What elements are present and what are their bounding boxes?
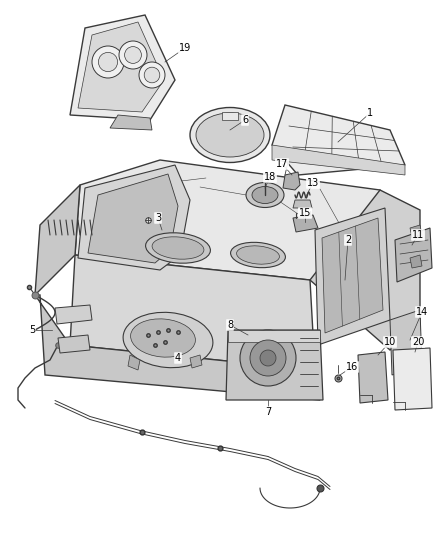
Text: 5: 5 <box>29 325 35 335</box>
Text: 13: 13 <box>307 178 319 188</box>
Polygon shape <box>315 208 390 345</box>
Ellipse shape <box>230 243 286 268</box>
Ellipse shape <box>252 187 278 204</box>
Ellipse shape <box>145 233 210 263</box>
Circle shape <box>92 46 124 78</box>
Text: 8: 8 <box>227 320 233 330</box>
Text: 15: 15 <box>299 208 311 218</box>
Polygon shape <box>272 105 405 175</box>
Circle shape <box>139 62 165 88</box>
Polygon shape <box>190 355 202 368</box>
Circle shape <box>240 330 296 386</box>
Text: 19: 19 <box>179 43 191 53</box>
Text: 7: 7 <box>265 407 271 417</box>
Text: 2: 2 <box>345 235 351 245</box>
Polygon shape <box>75 160 390 280</box>
Ellipse shape <box>196 113 264 157</box>
Polygon shape <box>78 22 164 112</box>
Polygon shape <box>310 190 420 350</box>
Polygon shape <box>395 228 432 282</box>
Polygon shape <box>35 295 320 400</box>
Circle shape <box>99 52 117 71</box>
Polygon shape <box>70 15 175 120</box>
Text: 6: 6 <box>242 115 248 125</box>
Text: 20: 20 <box>412 337 424 347</box>
Text: 11: 11 <box>412 230 424 240</box>
Circle shape <box>144 67 160 83</box>
Ellipse shape <box>237 246 279 264</box>
Polygon shape <box>226 330 323 400</box>
Polygon shape <box>128 355 140 370</box>
Polygon shape <box>222 112 238 120</box>
Text: 3: 3 <box>155 213 161 223</box>
Circle shape <box>119 41 147 69</box>
Polygon shape <box>228 330 320 342</box>
Ellipse shape <box>123 312 213 368</box>
Polygon shape <box>322 218 383 333</box>
Ellipse shape <box>131 319 195 357</box>
Ellipse shape <box>190 108 270 163</box>
Text: 18: 18 <box>264 172 276 182</box>
Circle shape <box>260 350 276 366</box>
Polygon shape <box>272 145 405 175</box>
Polygon shape <box>78 165 190 270</box>
Text: 17: 17 <box>276 159 288 169</box>
Ellipse shape <box>246 182 284 207</box>
Polygon shape <box>58 335 90 353</box>
Polygon shape <box>393 348 432 410</box>
Polygon shape <box>410 255 422 268</box>
Text: 16: 16 <box>346 362 358 372</box>
Polygon shape <box>283 172 300 190</box>
Polygon shape <box>293 215 318 232</box>
Polygon shape <box>358 352 388 403</box>
Polygon shape <box>293 200 312 208</box>
Polygon shape <box>410 225 422 238</box>
Text: 10: 10 <box>384 337 396 347</box>
Polygon shape <box>88 174 178 263</box>
Polygon shape <box>110 115 152 130</box>
Polygon shape <box>35 185 80 295</box>
Polygon shape <box>390 310 422 375</box>
Circle shape <box>124 46 141 63</box>
Ellipse shape <box>152 237 204 259</box>
Polygon shape <box>55 305 92 324</box>
Text: 14: 14 <box>416 307 428 317</box>
Text: 1: 1 <box>367 108 373 118</box>
Text: 4: 4 <box>175 353 181 363</box>
Polygon shape <box>70 255 315 370</box>
Circle shape <box>250 340 286 376</box>
